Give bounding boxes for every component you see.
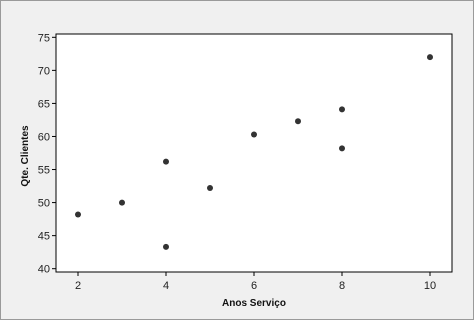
x-axis-title: Anos Serviço xyxy=(222,298,286,309)
y-tick-label: 45 xyxy=(38,231,50,243)
y-tick-label: 75 xyxy=(38,32,50,44)
x-axis: 2 4 6 8 10 xyxy=(75,272,436,292)
y-tick-label: 70 xyxy=(38,65,50,77)
data-point xyxy=(119,199,125,206)
y-axis: 40 45 50 55 60 65 70 75 xyxy=(38,32,56,276)
data-point xyxy=(339,145,345,152)
data-points xyxy=(75,54,433,250)
x-tick-label: 4 xyxy=(163,280,169,292)
data-point xyxy=(163,158,169,165)
y-tick-label: 55 xyxy=(38,165,50,177)
y-tick-label: 60 xyxy=(38,131,50,143)
y-tick-label: 40 xyxy=(38,264,50,276)
x-tick-label: 8 xyxy=(339,280,345,292)
plot-area xyxy=(55,33,453,273)
data-point xyxy=(295,118,301,125)
data-point xyxy=(207,185,213,192)
y-axis-title: Qte. Clientes xyxy=(20,125,31,187)
y-tick-label: 65 xyxy=(38,98,50,110)
x-tick-label: 10 xyxy=(424,280,436,292)
data-point xyxy=(427,54,433,61)
x-tick-label: 6 xyxy=(251,280,257,292)
data-point xyxy=(339,106,345,113)
x-tick-label: 2 xyxy=(75,280,81,292)
data-point xyxy=(163,243,169,250)
data-point xyxy=(75,211,81,218)
y-tick-label: 50 xyxy=(38,198,50,210)
data-point xyxy=(251,131,257,138)
